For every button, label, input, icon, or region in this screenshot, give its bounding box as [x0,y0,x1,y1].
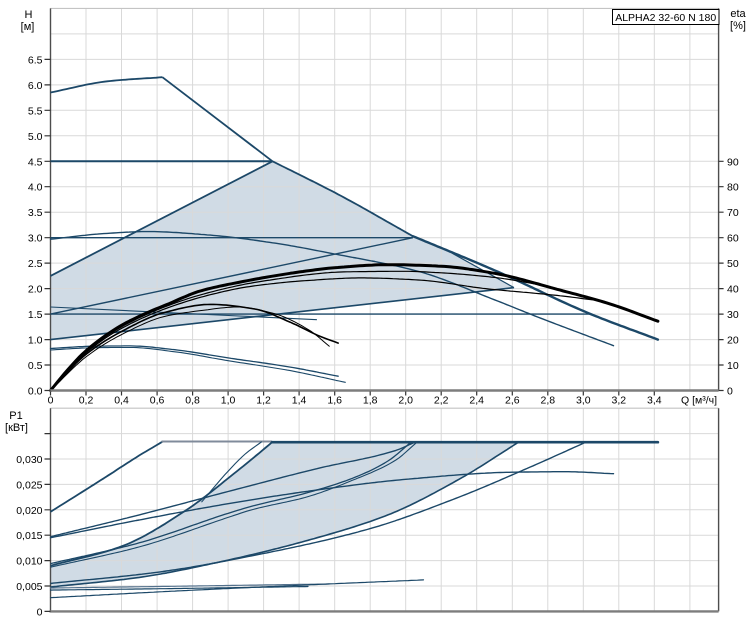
svg-text:0,030: 0,030 [16,454,42,466]
svg-text:3.5: 3.5 [28,207,43,219]
svg-text:eta: eta [730,8,746,20]
svg-text:0.0: 0.0 [28,386,43,398]
svg-text:2,0: 2,0 [398,395,413,407]
svg-text:5.0: 5.0 [28,131,43,143]
svg-text:4.0: 4.0 [28,182,43,194]
svg-text:0,015: 0,015 [16,530,42,542]
svg-text:3,4: 3,4 [647,395,662,407]
svg-text:6.0: 6.0 [28,80,43,92]
svg-text:3.0: 3.0 [28,233,43,245]
svg-text:1,4: 1,4 [292,395,307,407]
svg-text:20: 20 [727,335,739,347]
svg-text:3,0: 3,0 [576,395,591,407]
svg-text:0: 0 [37,606,43,618]
svg-text:0,025: 0,025 [16,479,42,491]
svg-text:[%]: [%] [730,20,746,32]
svg-text:1.5: 1.5 [28,309,43,321]
svg-text:50: 50 [727,258,739,270]
svg-text:1,6: 1,6 [327,395,342,407]
svg-text:2.5: 2.5 [28,258,43,270]
svg-text:0.5: 0.5 [28,360,43,372]
svg-text:4.5: 4.5 [28,156,43,168]
svg-text:0: 0 [48,395,54,407]
svg-text:0,005: 0,005 [16,581,42,593]
svg-text:1,0: 1,0 [221,395,236,407]
svg-text:0,6: 0,6 [150,395,165,407]
svg-text:0: 0 [727,386,733,398]
svg-text:2,6: 2,6 [505,395,520,407]
svg-text:10: 10 [727,360,739,372]
svg-text:H: H [25,9,33,21]
svg-text:70: 70 [727,207,739,219]
svg-text:40: 40 [727,284,739,296]
svg-text:30: 30 [727,309,739,321]
svg-text:3,2: 3,2 [611,395,626,407]
svg-text:1,2: 1,2 [256,395,271,407]
svg-text:0,010: 0,010 [16,556,42,568]
svg-text:2.0: 2.0 [28,284,43,296]
svg-text:2,2: 2,2 [434,395,449,407]
svg-text:P1: P1 [9,410,22,422]
svg-text:[кВт]: [кВт] [5,422,28,434]
svg-text:0,8: 0,8 [185,395,200,407]
svg-text:90: 90 [727,156,739,168]
svg-text:ALPHA2 32-60 N 180: ALPHA2 32-60 N 180 [615,12,716,24]
svg-text:0,4: 0,4 [114,395,129,407]
svg-text:1,8: 1,8 [363,395,378,407]
svg-text:Q [м³/ч]: Q [м³/ч] [681,395,717,407]
svg-text:0,020: 0,020 [16,505,42,517]
svg-text:80: 80 [727,182,739,194]
svg-text:1.0: 1.0 [28,335,43,347]
svg-text:2,8: 2,8 [540,395,555,407]
svg-text:6.5: 6.5 [28,54,43,66]
svg-text:5.5: 5.5 [28,105,43,117]
svg-text:0,2: 0,2 [79,395,94,407]
svg-text:[м]: [м] [21,21,35,33]
svg-text:2,4: 2,4 [469,395,484,407]
svg-text:60: 60 [727,233,739,245]
